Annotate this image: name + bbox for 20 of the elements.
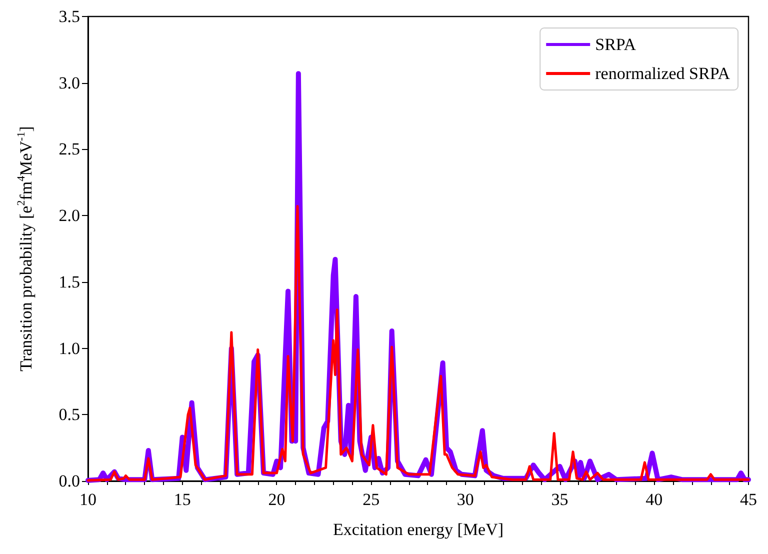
legend-label: SRPA — [595, 35, 637, 54]
x-tick-label: 20 — [268, 490, 286, 509]
x-tick-label: 40 — [646, 490, 663, 509]
x-tick-label: 30 — [456, 490, 474, 509]
x-axis-title: Excitation energy [MeV] — [332, 520, 504, 539]
y-tick-label: 3.0 — [58, 73, 80, 92]
y-tick-label: 2.0 — [58, 206, 80, 226]
x-tick-label: 15 — [174, 490, 191, 509]
y-tick-label: 1.0 — [58, 338, 80, 358]
y-axis-title: Transition probability [e2fm4MeV-1] — [16, 126, 36, 372]
x-tick-label: 35 — [551, 490, 568, 509]
y-tick-label: 0.0 — [58, 472, 80, 490]
y-tick-label: 1.5 — [58, 272, 80, 292]
x-tick-label: 25 — [362, 490, 380, 509]
legend-label: renormalized SRPA — [595, 64, 731, 83]
y-tick-label: 2.5 — [58, 140, 80, 159]
y-tick-label: 0.5 — [58, 405, 80, 424]
x-tick-label: 45 — [740, 490, 757, 509]
y-tick-label: 3.5 — [58, 7, 80, 26]
x-tick-label: 10 — [80, 490, 96, 509]
